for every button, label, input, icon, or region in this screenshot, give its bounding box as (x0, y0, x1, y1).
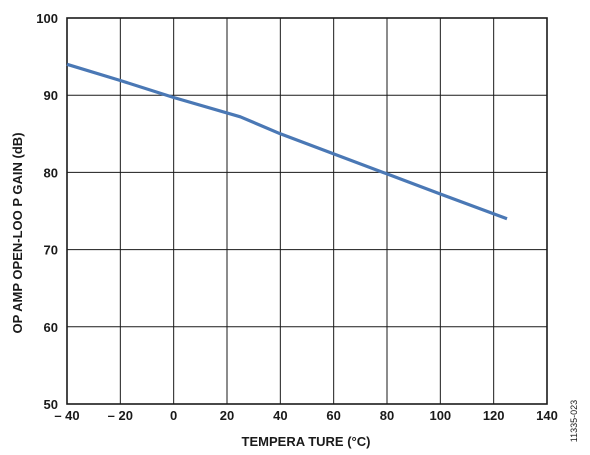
y-axis-title: OP AMP OPEN-LOO P GAIN (dB) (10, 132, 25, 333)
x-tick-labels: – 40 – 20 0 20 40 60 80 100 120 140 (54, 408, 558, 423)
x-tick-label: 60 (326, 408, 340, 423)
x-tick-label: 20 (220, 408, 234, 423)
x-tick-label: 0 (170, 408, 177, 423)
x-tick-label: 140 (536, 408, 558, 423)
y-tick-label: 80 (44, 165, 58, 180)
x-tick-label: 40 (273, 408, 287, 423)
plot-frame (66, 17, 548, 405)
x-tick-label: – 40 (54, 408, 79, 423)
y-tick-label: 60 (44, 320, 58, 335)
series-line (66, 62, 508, 221)
grid (66, 17, 548, 405)
series-layer (66, 62, 508, 221)
y-tick-labels: 50 60 70 80 90 100 (36, 11, 58, 412)
y-tick-label: 100 (36, 11, 58, 26)
x-tick-label: – 20 (108, 408, 133, 423)
y-tick-label: 90 (44, 88, 58, 103)
x-tick-label: 80 (380, 408, 394, 423)
figure-id: 11335-023 (569, 400, 579, 442)
x-tick-label: 100 (429, 408, 451, 423)
y-tick-label: 50 (44, 397, 58, 412)
x-tick-label: 120 (483, 408, 505, 423)
x-axis-title: TEMPERA TURE (°C) (242, 434, 371, 449)
y-tick-label: 70 (44, 243, 58, 258)
